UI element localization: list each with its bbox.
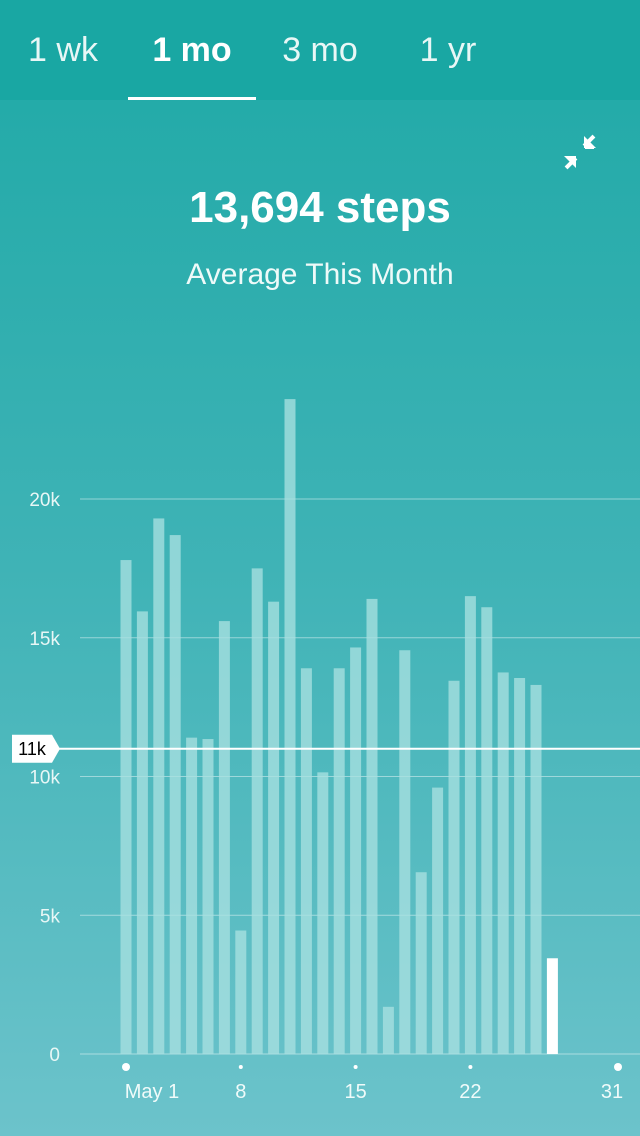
day-bar	[514, 677, 526, 1054]
day-bar	[251, 568, 263, 1054]
x-tick-label: 31	[601, 1081, 623, 1103]
day-bar	[350, 647, 362, 1054]
day-bar	[136, 611, 148, 1054]
day-bar	[464, 596, 476, 1054]
x-tick-label: May 1	[125, 1081, 179, 1103]
day-bar	[333, 668, 345, 1054]
day-bar	[268, 601, 280, 1054]
range-tab-bar: 1 wk 1 mo 3 mo 1 yr	[0, 0, 640, 100]
tab-3-months[interactable]: 3 mo	[282, 31, 358, 69]
day-bar	[432, 787, 444, 1054]
x-tick-dot	[614, 1063, 622, 1071]
day-bar	[284, 399, 296, 1055]
day-bar	[120, 560, 132, 1054]
y-tick-label: 10k	[29, 768, 60, 789]
day-bar	[366, 598, 378, 1054]
today-bar	[546, 958, 558, 1054]
tab-1-week[interactable]: 1 wk	[28, 31, 98, 69]
day-bar	[300, 668, 312, 1054]
x-tick-dot	[122, 1063, 130, 1071]
day-bar	[186, 737, 198, 1054]
day-bar	[317, 772, 329, 1054]
day-bar	[399, 650, 411, 1054]
day-bar	[153, 518, 165, 1054]
tab-1-year[interactable]: 1 yr	[419, 31, 477, 69]
collapse-arrows-icon[interactable]	[560, 132, 600, 172]
day-bar	[235, 930, 247, 1054]
y-tick-label: 20k	[29, 490, 60, 511]
x-tick-dot	[238, 1065, 243, 1069]
goal-label: 11k	[18, 739, 47, 759]
x-tick-dot	[353, 1065, 358, 1069]
y-tick-label: 15k	[29, 629, 60, 650]
day-bar	[481, 607, 493, 1054]
average-steps-caption: Average This Month	[186, 258, 454, 291]
goal-badge	[12, 734, 60, 763]
day-bar	[202, 739, 214, 1054]
active-tab-indicator	[128, 97, 256, 100]
tab-1-month[interactable]: 1 mo	[152, 31, 232, 69]
day-bar	[448, 680, 460, 1054]
day-bar	[169, 535, 181, 1054]
day-bar	[415, 872, 427, 1054]
day-bar	[382, 1006, 394, 1054]
average-steps-value: 13,694 steps	[189, 183, 451, 232]
day-bar	[497, 672, 509, 1054]
x-tick-dot	[468, 1065, 473, 1069]
x-tick-label: 8	[235, 1081, 246, 1103]
x-tick-label: 22	[459, 1081, 481, 1103]
x-tick-label: 15	[344, 1081, 366, 1103]
day-bar	[218, 621, 230, 1054]
y-tick-label: 5k	[40, 906, 61, 927]
y-tick-label: 0	[49, 1045, 60, 1066]
day-bar	[530, 684, 542, 1054]
